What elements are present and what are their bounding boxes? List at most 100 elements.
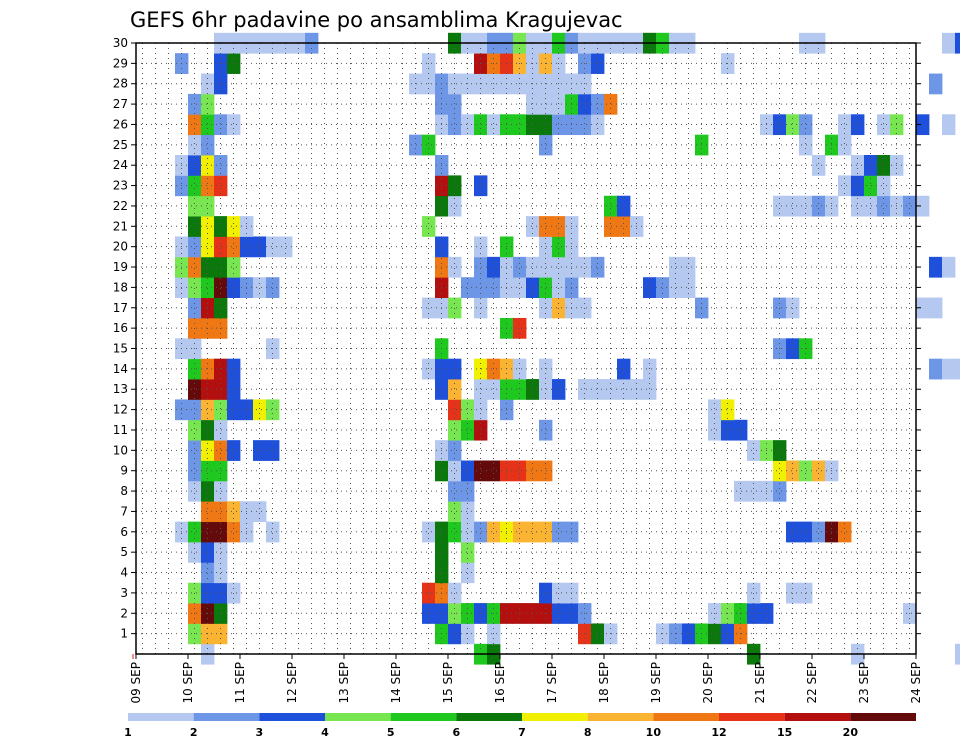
heatmap-cell [448,114,462,136]
heatmap-cell [474,277,488,298]
heatmap-cell [903,195,917,217]
colorbar: 1 2 3 4 5 6 7 8 10 12 15 20 [124,713,916,739]
heatmap-cell [253,277,267,298]
heatmap-cell [877,195,891,217]
heatmap-cell [786,195,800,217]
heatmap-cell [214,521,228,543]
heatmap-cell [201,195,215,217]
heatmap-cell [916,195,930,217]
heatmap-cell [786,460,800,482]
heatmap-cell [448,521,462,543]
heatmap-cell [422,358,436,380]
heatmap-cell [188,541,202,563]
heatmap-cell [851,175,865,197]
heatmap-cell [201,236,215,258]
heatmap-cell [474,460,488,482]
heatmap-cell [214,277,228,298]
heatmap-cell [721,399,735,421]
y-tick-label: 6 [120,525,128,539]
heatmap-cell [188,480,202,502]
x-tick-label: 10 SEP [181,662,195,704]
heatmap-cell [461,501,475,523]
colorbar-label: 10 [646,726,662,739]
y-tick-label: 28 [113,77,128,91]
heatmap-cell [422,297,436,319]
heatmap-cell [682,277,696,298]
heatmap-cell [448,379,462,400]
y-tick-label: 30 [113,36,128,50]
heatmap-cell [461,480,475,502]
heatmap-cell [188,216,202,237]
colorbar-label: 6 [453,726,461,739]
heatmap-cell [851,195,865,217]
colorbar-swatch [390,713,457,721]
y-tick-label: 16 [113,321,128,335]
heatmap-cell [201,419,215,441]
heatmap-cell [526,256,540,278]
heatmap-cell [773,297,787,319]
colorbar-swatch [522,713,588,721]
heatmap-cell [591,256,605,278]
heatmap-cells [175,32,960,665]
x-axis: 09 SEP 10 SEP 11 SEP 12 SEP 13 SEP 14 SEP 15 S… [129,654,923,704]
heatmap-cell [799,114,813,136]
heatmap-cell [201,93,215,115]
heatmap-cell [942,32,956,54]
heatmap-cell [929,297,943,319]
heatmap-cell [643,358,657,380]
heatmap-cell [734,419,748,441]
colorbar-label: 5 [387,726,395,739]
heatmap-cell [461,460,475,482]
heatmap-cell [526,521,540,543]
heatmap-cell [474,358,488,380]
heatmap-cell [669,277,683,298]
x-tick-label: 18 SEP [597,662,611,704]
heatmap-cell [487,460,501,482]
heatmap-cell [487,358,501,380]
heatmap-cell [513,277,527,298]
x-tick-label: 09 SEP [129,662,143,704]
heatmap-cell [864,195,878,217]
y-tick-label: 15 [113,342,128,356]
heatmap-cell [266,521,280,543]
heatmap-cell [188,134,202,156]
heatmap-cell [799,195,813,217]
heatmap-cell [227,521,241,543]
heatmap-cell [188,297,202,319]
heatmap-cell [201,256,215,278]
heatmap-cell [539,114,553,136]
x-tick-label: 16 SEP [493,662,507,704]
heatmap-cell [851,155,865,176]
heatmap-cell [929,73,943,95]
heatmap-cell [201,114,215,136]
y-tick-label: 7 [120,504,128,518]
heatmap-cell [539,297,553,319]
heatmap-cell [526,216,540,237]
colorbar-label: 20 [843,726,859,739]
heatmap-cell [253,236,267,258]
x-tick-label: 20 SEP [701,662,715,704]
heatmap-cell [864,175,878,197]
x-tick-label: 11 SEP [233,662,247,704]
heatmap-cell [838,175,852,197]
heatmap-cell [656,277,670,298]
heatmap-cell [279,236,293,258]
heatmap-cell [812,195,826,217]
heatmap-cell [474,379,488,400]
heatmap-cell [201,358,215,380]
heatmap-cell [838,114,852,136]
y-tick-label: 14 [113,362,128,376]
heatmap-cell [227,379,241,400]
heatmap-cell [591,379,605,400]
heatmap-cell [253,501,267,523]
heatmap-cell [201,277,215,298]
colorbar-label: 1 [124,726,132,739]
heatmap-cell [227,277,241,298]
heatmap-cell [513,256,527,278]
y-tick-label: 23 [113,179,128,193]
heatmap-cell [734,480,748,502]
heatmap-cell [461,277,475,298]
heatmap-cell [474,297,488,319]
heatmap-cell [188,195,202,217]
colorbar-swatch [128,713,194,721]
